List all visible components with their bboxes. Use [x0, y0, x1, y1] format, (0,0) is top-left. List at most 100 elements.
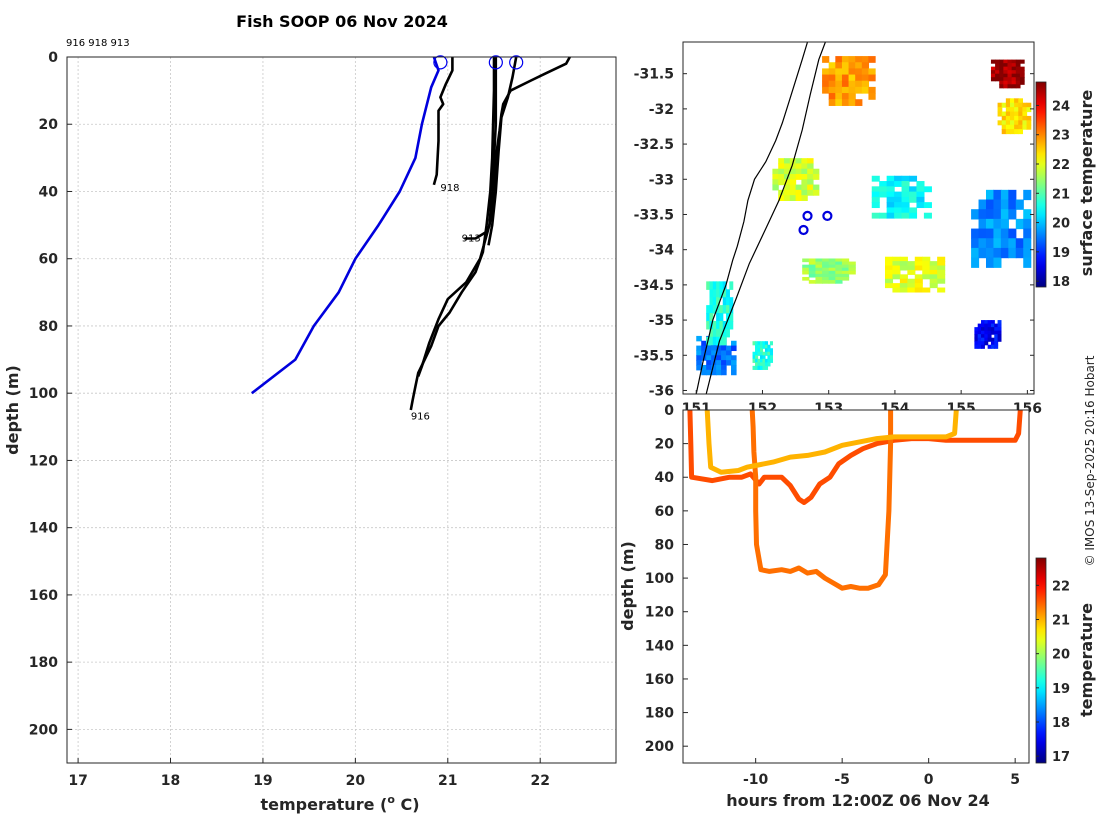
- map-sst-cell: [1018, 98, 1024, 104]
- profile-ytick-label: 80: [39, 319, 59, 335]
- map-frame: [682, 41, 1035, 395]
- map-sst-cell: [801, 179, 808, 186]
- map-sst-cell: [828, 270, 836, 275]
- map-sst-cell: [769, 341, 774, 346]
- map-sst-cell: [719, 281, 724, 290]
- map-sst-cell: [861, 56, 870, 63]
- map-sst-cell: [828, 267, 836, 272]
- map-sst-cell: [731, 364, 737, 371]
- map-sst-cell: [789, 179, 797, 186]
- map-sst-cell: [861, 80, 870, 88]
- map-sst-cell: [899, 283, 908, 289]
- map-sst-cell: [711, 345, 717, 352]
- map-sst-cell: [1019, 77, 1025, 82]
- map-sst-cell: [922, 287, 931, 293]
- map-sst-cell: [755, 365, 759, 370]
- map-sst-cell: [716, 289, 721, 298]
- map-sst-cell: [1003, 66, 1009, 71]
- map-sst-cell: [752, 358, 756, 363]
- map-sst-cell: [855, 99, 863, 106]
- section-trace-1: [749, 410, 894, 591]
- map-sst-cell: [828, 86, 836, 94]
- map-sst-cell: [822, 56, 830, 63]
- map-sst-cell: [995, 77, 1000, 82]
- map-sst-cell: [731, 345, 737, 352]
- map-sst-cell: [1003, 73, 1009, 78]
- map-sst-cell: [868, 68, 876, 76]
- map-sst-cell: [716, 281, 721, 290]
- profile-plot-area: [67, 57, 616, 763]
- map-sst-cell: [1014, 120, 1019, 126]
- map-sst-cell: [721, 345, 727, 352]
- map-sst-cell: [994, 341, 999, 346]
- map-sst-cell: [987, 327, 992, 332]
- map-sst-cell: [1014, 124, 1019, 130]
- map-sst-cell: [712, 297, 717, 306]
- map-sst-cell: [841, 258, 850, 263]
- map-sst-cell: [994, 334, 999, 339]
- map-sst-cell: [807, 189, 814, 196]
- map-sst-cell: [997, 120, 1003, 126]
- map-sst-cell: [868, 74, 876, 82]
- map-sst-cell: [871, 186, 880, 193]
- map-sst-cell: [731, 360, 737, 366]
- surface-colorbar-tick-label: 18: [1052, 275, 1070, 290]
- map-ytick-label: -32.5: [634, 137, 674, 153]
- map-sst-cell: [722, 328, 727, 338]
- map-sst-cell: [981, 341, 985, 346]
- map-sst-cell: [752, 365, 756, 370]
- map-ytick-label: -36: [649, 383, 674, 399]
- map-sst-cell: [1001, 129, 1007, 135]
- map-sst-cell: [884, 265, 894, 271]
- map-sst-cell: [892, 287, 901, 293]
- profile-id-label: 913: [462, 234, 481, 245]
- map-sst-cell: [731, 340, 737, 347]
- profile-ytick-label: 40: [39, 184, 59, 200]
- map-sst-cell: [997, 327, 1002, 332]
- map-sst-cell: [755, 344, 759, 349]
- profile-xlabel: temperature (o C): [260, 793, 419, 814]
- map-sst-cell: [886, 202, 895, 209]
- map-sst-cell: [716, 320, 721, 330]
- map-sst-cell: [1026, 115, 1032, 121]
- map-sst-cell: [815, 261, 823, 266]
- profile-series-918: [432, 57, 454, 186]
- map-sst-cell: [1015, 77, 1021, 82]
- map-sst-cell: [1008, 199, 1017, 210]
- section-ytick-label: 80: [655, 537, 675, 553]
- map-sst-cell: [990, 341, 995, 346]
- map-sst-cell: [762, 365, 766, 370]
- map-sst-cell: [937, 261, 946, 267]
- map-sst-cell: [1022, 111, 1028, 117]
- map-sst-cell: [807, 158, 814, 165]
- map-sst-cell: [789, 174, 797, 180]
- map-sst-cell: [841, 80, 850, 88]
- map-sst-cell: [848, 74, 856, 82]
- map-sst-cell: [808, 267, 817, 272]
- map-sst-cell: [886, 207, 895, 214]
- map-sst-cell: [1022, 107, 1028, 113]
- credit-text: © IMOS 13-Sep-2025 20:16 Hobart: [1083, 355, 1097, 566]
- map-sst-cell: [916, 186, 925, 193]
- map-sst-cell: [990, 73, 996, 78]
- map-sst-cell: [1008, 238, 1017, 249]
- map-sst-cell: [879, 212, 888, 219]
- map-sst-cell: [901, 186, 910, 193]
- map-sst-cell: [1018, 124, 1024, 130]
- map-sst-cell: [1015, 247, 1024, 259]
- map-sst-cell: [711, 364, 717, 371]
- map-sst-cell: [841, 93, 850, 100]
- map-sst-cell: [985, 247, 995, 259]
- map-sst-cell: [892, 261, 901, 267]
- map-sst-cell: [1026, 107, 1032, 113]
- map-panel: 151 152 153 154 155 156 -31.5-32-32.5-33-33.5…: [634, 41, 1096, 417]
- map-sst-cell: [712, 305, 717, 314]
- map-sst-cell: [719, 305, 724, 314]
- map-sst-cell: [822, 80, 830, 88]
- profile-ytick-label: 120: [29, 453, 58, 469]
- map-sst-cell: [1007, 77, 1013, 82]
- map-sst-cell: [726, 345, 732, 352]
- map-sst-cell: [990, 66, 996, 71]
- map-sst-cell: [1019, 70, 1025, 75]
- map-sst-cell: [977, 330, 982, 335]
